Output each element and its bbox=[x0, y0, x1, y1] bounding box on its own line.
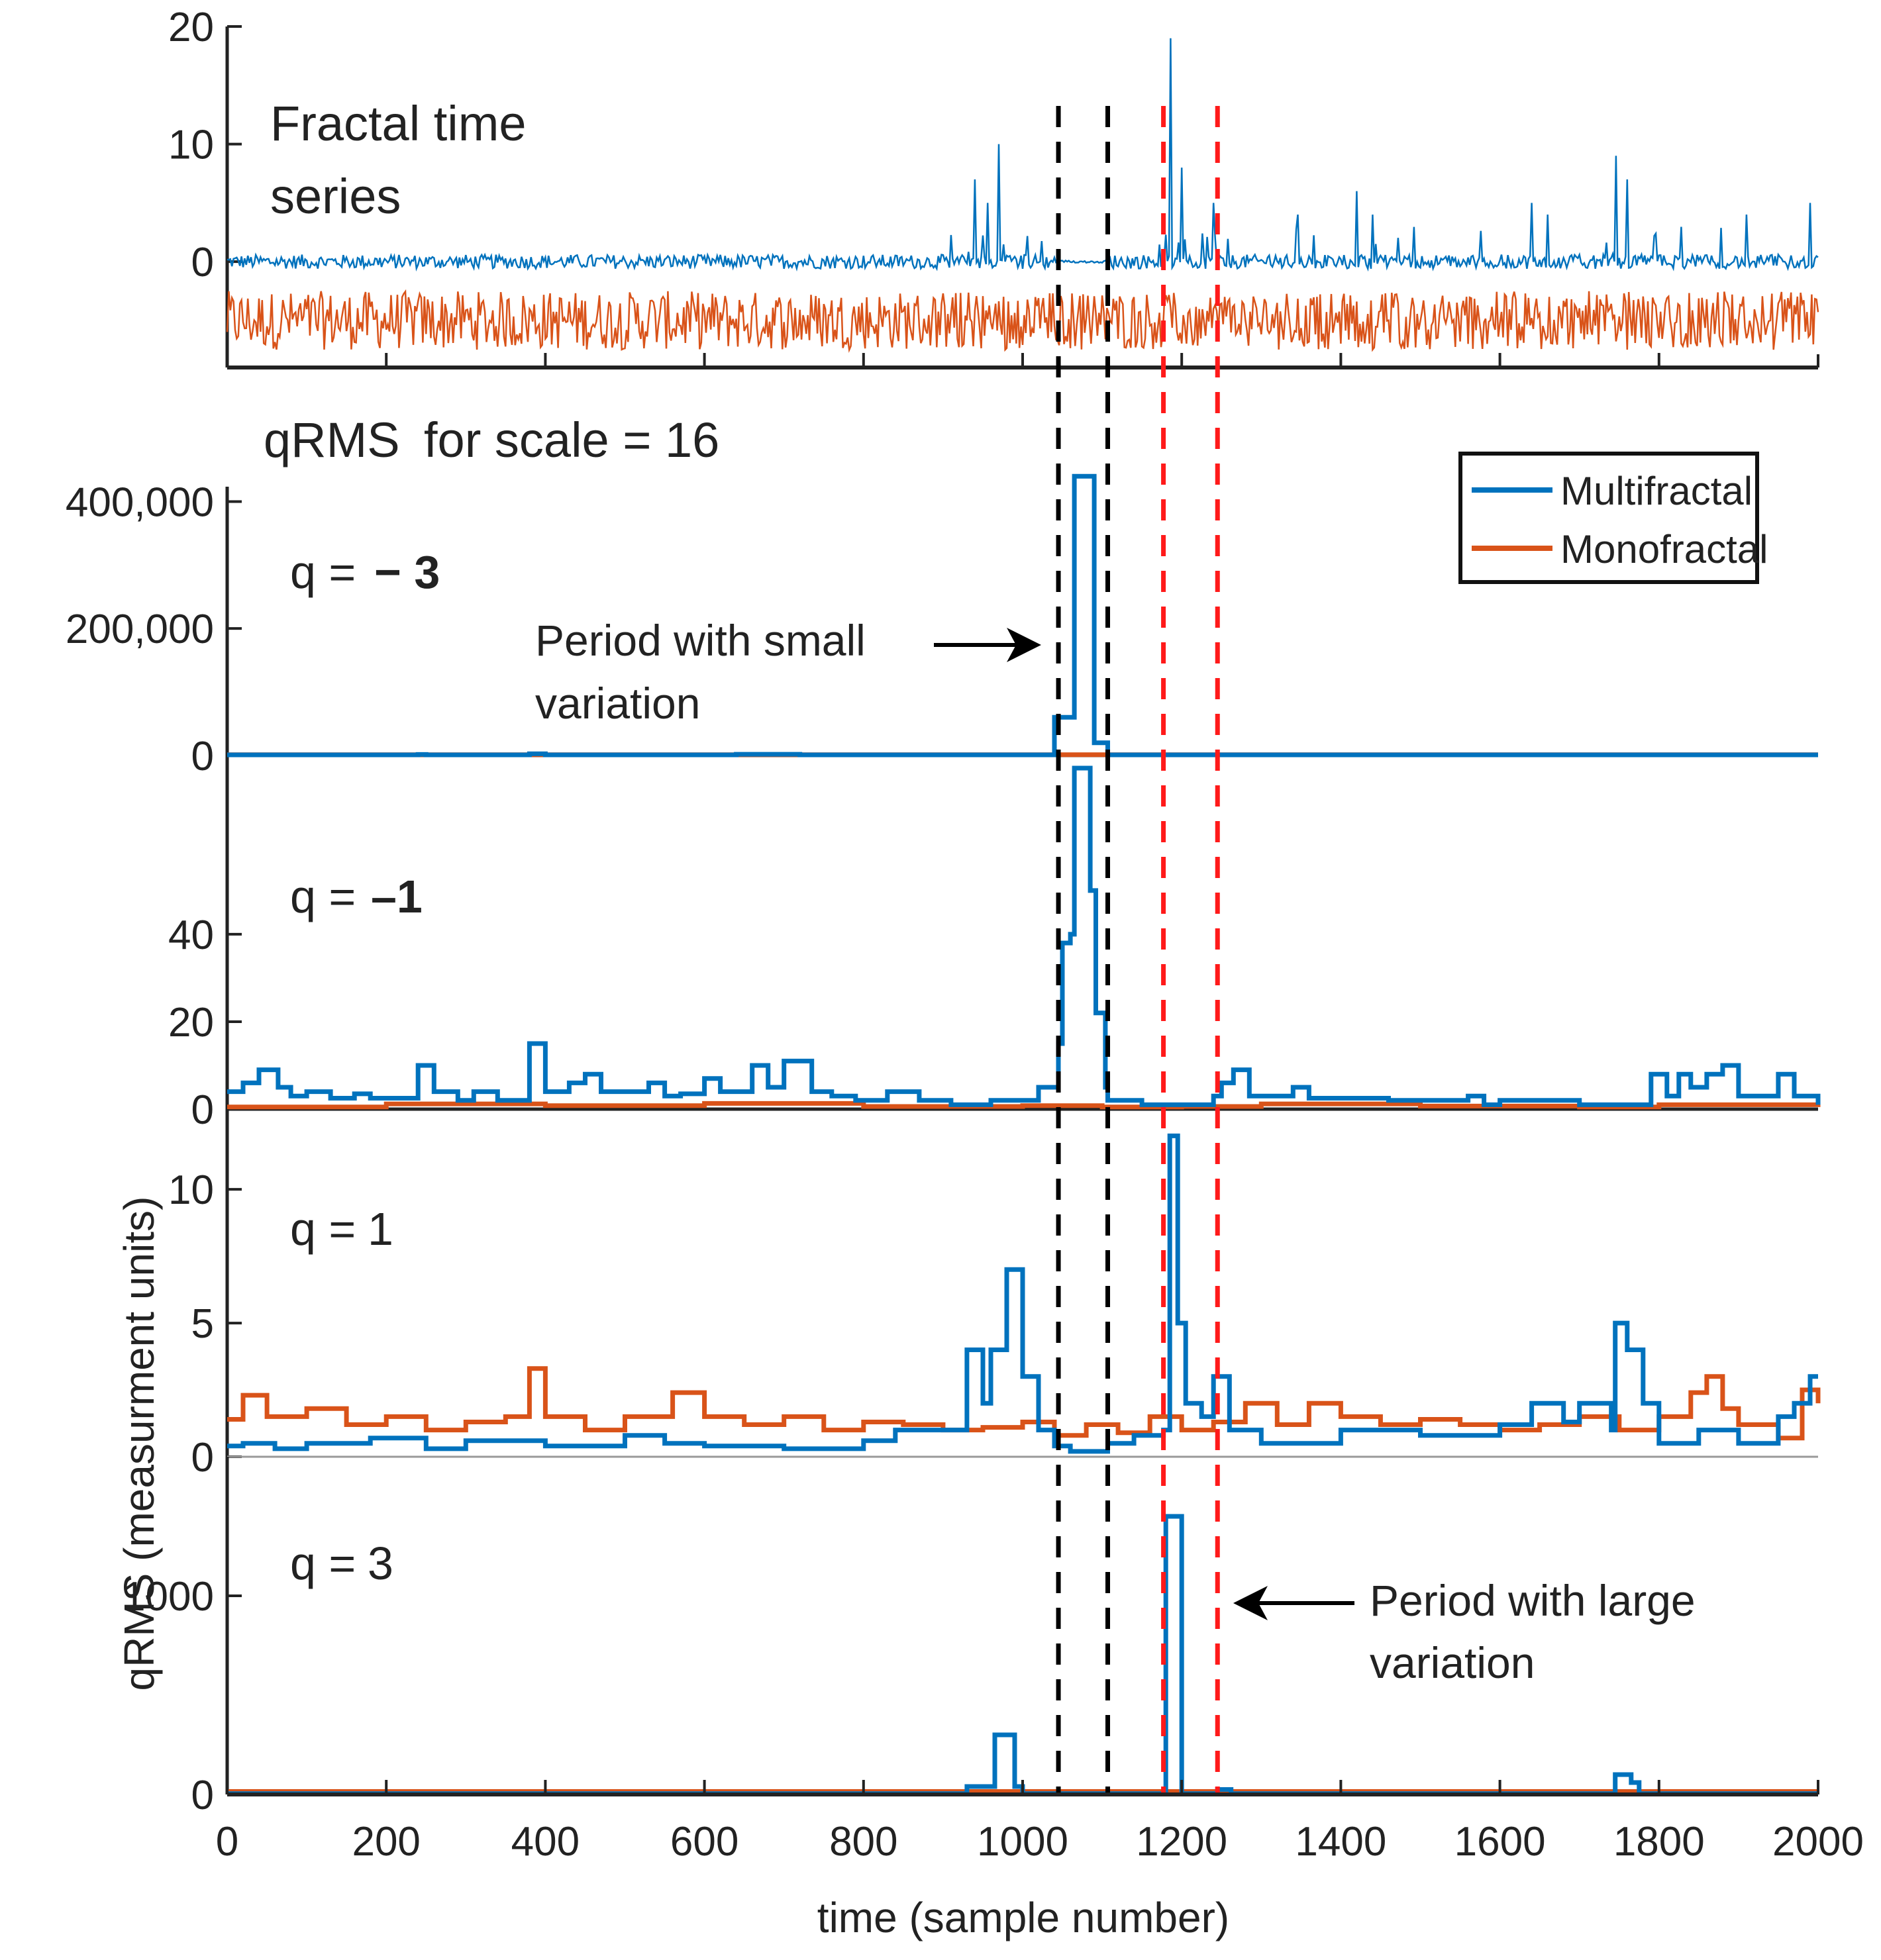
legend-label-multifractal: Multifractal bbox=[1560, 469, 1753, 513]
multifractal-line-q_minus1 bbox=[227, 765, 1821, 1107]
x-tick-label: 1000 bbox=[977, 1819, 1068, 1865]
annotation-small-variation-line2: variation bbox=[535, 679, 700, 728]
monofractal-line-q_1 bbox=[227, 1366, 1821, 1441]
arrow-small-variation-icon bbox=[934, 628, 1041, 662]
timeseries-multifractal-line bbox=[227, 38, 1819, 272]
annotation-small-variation-line1: Period with small bbox=[535, 616, 866, 665]
y-tick-label: 20 bbox=[168, 1000, 214, 1046]
panel-q_3: 1000 0 bbox=[123, 1457, 1818, 1818]
q-minus3-label-prefix: q = bbox=[290, 546, 356, 598]
scale-label: for scale = 16 bbox=[424, 413, 719, 467]
panel-timeseries: 20 10 0 bbox=[168, 5, 1819, 369]
x-tick-label: 1400 bbox=[1295, 1819, 1386, 1865]
x-tick-label: 200 bbox=[352, 1819, 420, 1865]
legend-label-monofractal: Monofractal bbox=[1560, 527, 1768, 571]
timeseries-label-line2: series bbox=[270, 169, 401, 224]
timeseries-label-line1: Fractal time bbox=[270, 96, 527, 151]
legend-box bbox=[1458, 452, 1759, 584]
x-axis-title: time (sample number) bbox=[817, 1894, 1229, 1941]
y-tick-label: 5 bbox=[191, 1301, 214, 1347]
x-tick-label: 1200 bbox=[1136, 1819, 1227, 1865]
arrow-large-variation-icon bbox=[1233, 1586, 1354, 1620]
multifractal-line-q_1 bbox=[227, 1133, 1818, 1454]
y-tick-label: 0 bbox=[191, 1435, 214, 1481]
annotation-large-variation-line1: Period with large bbox=[1370, 1576, 1696, 1625]
y-tick-label: 400,000 bbox=[66, 480, 214, 526]
y-tick-label: 1000 bbox=[123, 1574, 214, 1620]
y-tick-label: 200,000 bbox=[66, 607, 214, 652]
x-tick-label: 600 bbox=[670, 1819, 738, 1865]
y-tick-label: 40 bbox=[168, 912, 214, 958]
qrms-title: qRMS bbox=[264, 413, 400, 467]
panel-q_minus1: 40 20 0 bbox=[168, 765, 1821, 1133]
q-3-label-prefix: q = bbox=[290, 1538, 356, 1589]
y-tick-label: 10 bbox=[168, 1167, 214, 1213]
y-tick-label: 0 bbox=[191, 240, 214, 285]
reference-lines bbox=[1056, 106, 1220, 1794]
q-minus1-label-value: –1 bbox=[371, 871, 423, 922]
timeseries-monofractal-line bbox=[226, 289, 1819, 354]
x-tick-label: 2000 bbox=[1772, 1819, 1864, 1865]
x-tick-label: 1600 bbox=[1454, 1819, 1546, 1865]
panel-q_minus3: 400,000 200,000 0 bbox=[66, 473, 1818, 779]
y-tick-label: 10 bbox=[168, 122, 214, 168]
y-axis-title: qRMS (measurment units) bbox=[115, 1197, 163, 1691]
x-tick-label: 800 bbox=[829, 1819, 897, 1865]
x-tick-label: 1800 bbox=[1613, 1819, 1705, 1865]
panel-q_1: 10 5 0 bbox=[168, 1109, 1821, 1481]
multifractal-line-q_minus3 bbox=[227, 473, 1818, 758]
x-tick-label: 400 bbox=[511, 1819, 580, 1865]
y-tick-label: 0 bbox=[191, 1773, 214, 1818]
q-minus1-label-prefix: q = bbox=[290, 871, 356, 922]
legend: Multifractal Monofractal bbox=[1458, 452, 1768, 584]
x-axis: 0 200 400 600 800 1000 1200 1400 1600 1800 2000 bbox=[216, 1780, 1864, 1865]
y-tick-label: 0 bbox=[191, 734, 214, 779]
q-1-label-prefix: q = bbox=[290, 1203, 356, 1255]
y-tick-label: 0 bbox=[191, 1087, 214, 1133]
x-tick-label: 0 bbox=[216, 1819, 238, 1865]
q-minus3-label-value: − 3 bbox=[374, 546, 440, 598]
q-3-label-value: 3 bbox=[368, 1538, 393, 1589]
multifractal-line-q_3 bbox=[227, 1514, 1818, 1796]
y-tick-label: 20 bbox=[168, 5, 214, 50]
q-1-label-value: 1 bbox=[368, 1203, 393, 1255]
annotation-large-variation-line2: variation bbox=[1370, 1638, 1535, 1687]
